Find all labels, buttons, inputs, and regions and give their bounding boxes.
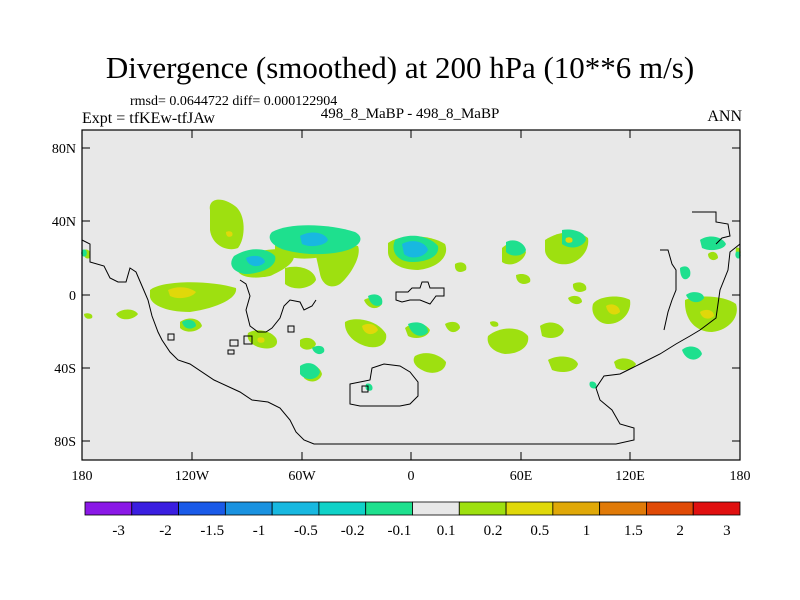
colorbar-label: -0.2 [341,523,365,539]
colorbar-label: -0.5 [294,523,318,539]
colorbar-label: 2 [676,523,684,539]
y-tick-80S: 80S [54,435,76,450]
colorbar-label: -1.5 [200,523,224,539]
chart-title: Divergence (smoothed) at 200 hPa (10**6 … [105,50,695,85]
x-tick-180-right: 180 [730,469,751,484]
colorbar-swatch [412,501,460,516]
colorbar-swatch [318,501,367,516]
x-tick-60W: 60W [288,469,316,484]
y-tick-0: 0 [69,289,76,304]
colorbar-swatch [458,501,507,516]
colorbar-label: 1 [583,523,591,539]
colorbar-swatch [599,501,647,516]
case-label: 498_8_MaBP - 498_8_MaBP [320,106,500,122]
y-tick-40S: 40S [54,362,76,377]
colorbar-swatch [131,501,179,516]
stats-label: rmsd= 0.0644722 diff= 0.000122904 [130,94,338,109]
colorbar-swatch [365,501,413,516]
colorbar-swatch [224,501,273,516]
colorbar-label: -0.1 [388,523,412,539]
colorbar-swatch [505,501,554,516]
colorbar-label: -3 [112,523,125,539]
colorbar-label: 3 [723,523,731,539]
x-tick-180-left: 180 [72,469,93,484]
colorbar: -3 -2 -1.5 -1 -0.5 -0.2 -0.1 0.1 0.2 0.5 1 1.5 2 3 [84,501,741,539]
colorbar-label: 1.5 [624,523,643,539]
colorbar-label: -1 [253,523,266,539]
colorbar-label: 0.1 [437,523,456,539]
x-tick-0: 0 [408,469,415,484]
y-tick-80N: 80N [52,142,76,157]
y-tick-40N: 40N [52,215,76,230]
colorbar-label: -2 [159,523,172,539]
x-ticks [81,130,741,460]
colorbar-swatch [271,501,320,516]
colorbar-swatch [646,501,694,516]
x-tick-60E: 60E [510,469,533,484]
experiment-label: Expt = tfKEw-tfJAw [82,110,215,127]
colorbar-swatch [84,501,133,516]
colorbar-swatch [178,501,226,516]
x-tick-120W: 120W [175,469,210,484]
colorbar-label: 0.2 [484,523,503,539]
divergence-field [81,199,741,391]
season-label: ANN [707,108,742,125]
colorbar-swatch [692,501,741,516]
colorbar-swatch [552,501,601,516]
coastlines [81,211,741,445]
colorbar-label: 0.5 [530,523,549,539]
x-tick-120E: 120E [615,469,645,484]
y-ticks [82,147,740,442]
